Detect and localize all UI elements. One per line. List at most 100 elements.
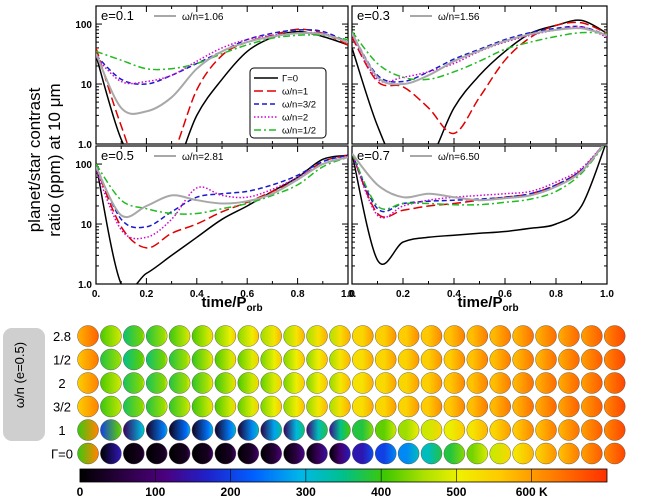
series-0: [352, 146, 606, 265]
x-tick-label: 0.: [348, 289, 357, 300]
planet-map: [214, 419, 237, 441]
planet-map: [306, 395, 328, 418]
planet-map: [123, 372, 145, 394]
series-n-2: [352, 146, 604, 219]
colorbar-tick-label: 500: [446, 485, 466, 498]
planet-map: [489, 442, 511, 465]
planet-map: [535, 442, 557, 465]
planet-map: [397, 348, 420, 371]
planet-map: [375, 348, 397, 371]
planet-map: [214, 325, 237, 347]
x-tick-label: 1.0: [600, 289, 614, 300]
map-row-label: Γ=0: [51, 447, 73, 462]
planet-map: [466, 348, 488, 371]
y-axis-label-line1: planet/star contrast: [25, 87, 44, 232]
colorbar: [79, 468, 608, 483]
map-row-label: 2: [58, 376, 65, 391]
planet-map: [168, 325, 191, 347]
planet-map: [168, 372, 191, 394]
planet-map: [237, 395, 260, 418]
planet-map: [466, 372, 488, 394]
planet-map: [77, 325, 99, 347]
panel-e05: 1.0 10 100 0. 0.2 0.4 0.6 0.8 1.0 e=0.5 ω/n=2.81: [75, 145, 355, 300]
planet-map: [489, 325, 511, 347]
panel-title: e=0.1: [101, 8, 134, 23]
planet-map: [100, 325, 122, 347]
planet-map: [214, 372, 237, 394]
planet-map: [420, 442, 443, 465]
maps-y-label: ω/n (e=0.5): [12, 342, 27, 408]
planet-map: [443, 372, 466, 394]
planet-map: [329, 442, 351, 465]
panel-title: e=0.5: [101, 148, 134, 163]
planet-map: [512, 348, 534, 371]
planet-map: [604, 419, 626, 441]
x-tick-label: 0.2: [139, 289, 153, 300]
series-n-3-2: [352, 146, 604, 213]
planet-map: [512, 419, 534, 441]
series-n-1-06: [96, 31, 348, 115]
x-tick-label: 0.8: [291, 289, 305, 300]
planet-map: [260, 442, 282, 465]
planet-map: [283, 325, 305, 347]
planet-map: [352, 325, 374, 347]
planet-map: [237, 325, 260, 347]
series-n-3-2: [96, 154, 348, 229]
series-n-1-2: [96, 156, 348, 215]
planet-map: [489, 372, 511, 394]
x-tick-label: 1.0: [341, 289, 355, 300]
series-n-1-2: [96, 34, 348, 71]
planet-map: [397, 442, 420, 465]
planet-map: [191, 395, 214, 418]
map-row-label: 1/2: [53, 353, 71, 368]
planet-map: [352, 395, 374, 418]
series-0: [96, 30, 348, 144]
panel-title: e=0.7: [357, 148, 390, 163]
panel-frame: [351, 145, 608, 285]
planet-map: [283, 395, 305, 418]
planet-map: [191, 372, 214, 394]
planet-map: [604, 348, 626, 371]
planet-map: [77, 348, 99, 371]
planet-map: [77, 372, 99, 394]
panel-annotation: ω/n=1.06: [182, 12, 224, 23]
planet-map: [604, 395, 626, 418]
planet-map: [145, 395, 168, 418]
planet-map: [512, 372, 534, 394]
planet-map: [306, 325, 328, 347]
planet-map: [237, 348, 260, 371]
planet-map: [283, 442, 305, 465]
legend-label-n-2: ω/n=2: [282, 113, 308, 124]
planet-map: [100, 372, 122, 394]
planet-map: [214, 395, 237, 418]
colorbar-tick-label: 300: [296, 485, 316, 498]
planet-map: [123, 419, 145, 441]
colorbar-tick-label: 0: [77, 485, 84, 498]
planet-map: [558, 325, 580, 347]
series-n-1-2: [352, 31, 607, 81]
planet-map: [329, 395, 351, 418]
planet-map: [237, 442, 260, 465]
planet-map: [420, 419, 443, 441]
y-tick-label: 1.0: [78, 140, 92, 151]
planet-map: [329, 372, 351, 394]
x-axis-label-right: time/Porb: [457, 294, 518, 314]
map-row-label: 2.8: [53, 329, 71, 344]
x-tick-label: 0.8: [549, 289, 563, 300]
planet-map: [283, 419, 305, 441]
panel-annotation: ω/n=6.50: [438, 152, 480, 163]
planet-map: [375, 395, 397, 418]
planet-map: [375, 372, 397, 394]
legend-label-n-1: ω/n=1: [282, 87, 308, 98]
planet-map: [191, 419, 214, 441]
y-tick-label: 100: [75, 160, 92, 171]
planet-map: [191, 348, 214, 371]
planet-map: [168, 395, 191, 418]
planet-map: [466, 395, 488, 418]
legend: Γ=0 ω/n=1 ω/n=3/2 ω/n=2 ω/n=1/2: [249, 67, 327, 139]
planet-map: [581, 372, 603, 394]
planet-map: [352, 372, 374, 394]
planet-map: [558, 372, 580, 394]
y-axis-label-line2: ratio (ppm) at 10 μm: [45, 83, 64, 236]
planet-map: [168, 442, 191, 465]
